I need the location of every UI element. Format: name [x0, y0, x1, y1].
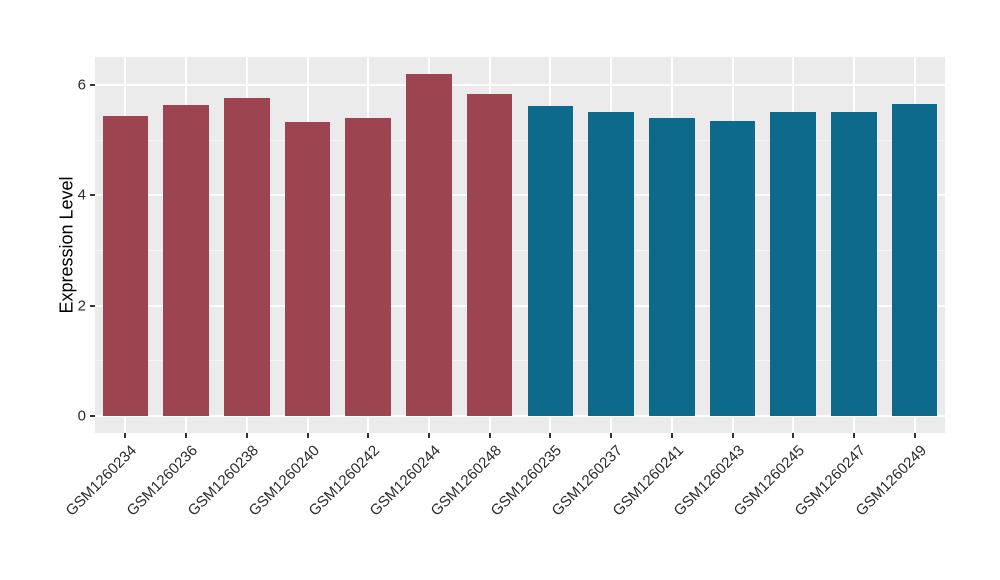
- x-tick-label-GSM1260249: GSM1260249: [852, 442, 930, 520]
- gridline-minor-y1: [95, 360, 945, 362]
- bar-GSM1260245: [770, 112, 816, 416]
- x-tick-label-GSM1260237: GSM1260237: [548, 442, 627, 520]
- x-tick-GSM1260244: [427, 433, 430, 438]
- y-tick-label-0: 0: [77, 407, 86, 425]
- x-tick-GSM1260245: [792, 433, 795, 438]
- x-tick-label-GSM1260234: GSM1260234: [62, 442, 141, 520]
- bar-GSM1260242: [345, 117, 391, 416]
- x-tick-label-GSM1260242: GSM1260242: [305, 442, 384, 520]
- x-tick-label-GSM1260238: GSM1260238: [184, 442, 262, 520]
- x-tick-label-GSM1260243: GSM1260243: [670, 442, 748, 520]
- x-tick-GSM1260247: [852, 433, 855, 438]
- x-tick-GSM1260235: [549, 433, 552, 438]
- bar-GSM1260249: [891, 103, 938, 416]
- x-tick-GSM1260249: [913, 433, 916, 438]
- x-tick-label-GSM1260236: GSM1260236: [123, 442, 202, 520]
- bar-GSM1260238: [224, 97, 270, 416]
- x-tick-GSM1260242: [367, 433, 370, 438]
- x-tick-GSM1260234: [124, 433, 127, 438]
- bar-GSM1260243: [709, 120, 756, 416]
- x-tick-label-GSM1260240: GSM1260240: [245, 442, 323, 520]
- x-tick-label-GSM1260241: GSM1260241: [609, 442, 687, 520]
- x-tick-GSM1260241: [670, 433, 673, 438]
- y-tick-2: [90, 304, 95, 307]
- x-tick-GSM1260248: [488, 433, 491, 438]
- plot-panel: [95, 57, 945, 433]
- bar-GSM1260240: [284, 121, 331, 416]
- bar-GSM1260237: [588, 111, 634, 416]
- y-tick-4: [90, 194, 95, 197]
- bar-GSM1260234: [102, 115, 149, 416]
- gridline-major-y0: [95, 414, 945, 417]
- gridline-minor-y3: [95, 250, 945, 251]
- x-tick-GSM1260238: [245, 433, 248, 438]
- bar-GSM1260248: [466, 94, 513, 416]
- bar-GSM1260235: [527, 105, 574, 416]
- x-tick-label-GSM1260248: GSM1260248: [427, 442, 505, 520]
- x-tick-label-GSM1260247: GSM1260247: [791, 442, 869, 520]
- y-tick-6: [90, 84, 95, 87]
- x-tick-label-GSM1260245: GSM1260245: [730, 442, 809, 520]
- x-tick-label-GSM1260235: GSM1260235: [487, 442, 566, 520]
- gridline-major-y4: [95, 194, 945, 197]
- gridline-minor-y5: [95, 139, 945, 141]
- x-tick-GSM1260237: [610, 433, 613, 438]
- gridline-major-y2: [95, 304, 945, 307]
- bar-GSM1260236: [163, 104, 209, 416]
- bar-GSM1260241: [649, 117, 695, 416]
- gridline-major-y6: [95, 84, 945, 87]
- y-tick-label-2: 2: [77, 297, 86, 315]
- bar-GSM1260247: [831, 112, 877, 416]
- x-tick-GSM1260236: [185, 433, 188, 438]
- bar-GSM1260244: [406, 73, 452, 416]
- y-tick-label-6: 6: [77, 76, 86, 94]
- y-axis-title: Expression Level: [56, 176, 77, 314]
- x-tick-label-GSM1260244: GSM1260244: [366, 442, 444, 520]
- x-tick-GSM1260240: [306, 433, 309, 438]
- y-tick-label-4: 4: [77, 186, 86, 204]
- x-tick-GSM1260243: [731, 433, 734, 438]
- y-tick-0: [90, 414, 95, 417]
